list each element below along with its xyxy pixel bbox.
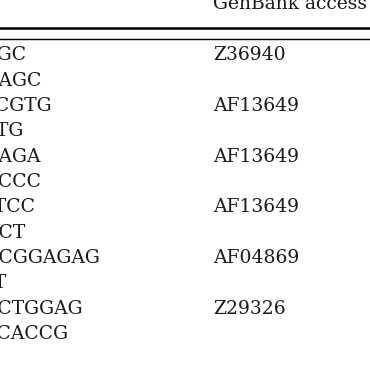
- Text: TAT: TAT: [0, 275, 7, 292]
- Text: AF13649: AF13649: [213, 97, 299, 115]
- Text: AGCGGAGAG: AGCGGAGAG: [0, 249, 100, 267]
- Text: AGCT: AGCT: [0, 223, 26, 242]
- Text: AF13649: AF13649: [213, 198, 299, 216]
- Text: AF04869: AF04869: [213, 249, 299, 267]
- Text: AATG: AATG: [0, 122, 24, 140]
- Text: CACCC: CACCC: [0, 173, 41, 191]
- Text: CTGC: CTGC: [0, 46, 27, 64]
- Text: AF13649: AF13649: [213, 148, 299, 166]
- Text: AGAGA: AGAGA: [0, 148, 41, 166]
- Text: GenBank access: GenBank access: [213, 0, 367, 13]
- Text: Z36940: Z36940: [213, 46, 285, 64]
- Text: TATCC: TATCC: [0, 198, 36, 216]
- Text: LGCACCG: LGCACCG: [0, 325, 70, 343]
- Text: TGCTGGAG: TGCTGGAG: [0, 300, 83, 318]
- Text: ATCGTG: ATCGTG: [0, 97, 52, 115]
- Text: GAAGC: GAAGC: [0, 72, 42, 90]
- Text: Z29326: Z29326: [213, 300, 285, 318]
